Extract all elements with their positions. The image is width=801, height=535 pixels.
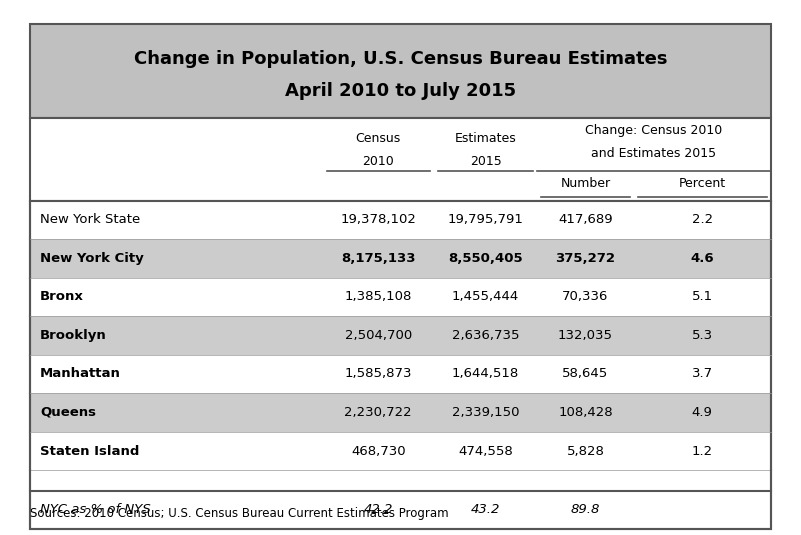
Text: 5,828: 5,828 bbox=[566, 445, 605, 457]
Text: 108,428: 108,428 bbox=[558, 406, 613, 419]
Text: New York State: New York State bbox=[40, 213, 140, 226]
Text: Estimates: Estimates bbox=[455, 132, 517, 145]
Text: Census: Census bbox=[356, 132, 401, 145]
Text: and Estimates 2015: and Estimates 2015 bbox=[591, 147, 717, 159]
Text: 42.2: 42.2 bbox=[364, 503, 393, 516]
Text: 2,636,735: 2,636,735 bbox=[452, 329, 519, 342]
Text: 89.8: 89.8 bbox=[571, 503, 600, 516]
Text: 2010: 2010 bbox=[362, 155, 394, 168]
Text: 474,558: 474,558 bbox=[458, 445, 513, 457]
Text: 43.2: 43.2 bbox=[471, 503, 501, 516]
Text: 375,272: 375,272 bbox=[556, 252, 615, 265]
Text: 2.2: 2.2 bbox=[691, 213, 713, 226]
Text: 2,504,700: 2,504,700 bbox=[344, 329, 412, 342]
Bar bbox=[30, 316, 771, 355]
Text: 5.1: 5.1 bbox=[691, 291, 713, 303]
Text: 4.6: 4.6 bbox=[690, 252, 714, 265]
Text: 19,378,102: 19,378,102 bbox=[340, 213, 417, 226]
Bar bbox=[30, 201, 771, 239]
Bar bbox=[30, 432, 771, 470]
Text: 1,644,518: 1,644,518 bbox=[452, 368, 519, 380]
Text: 3.7: 3.7 bbox=[691, 368, 713, 380]
Bar bbox=[30, 118, 771, 201]
Text: 58,645: 58,645 bbox=[562, 368, 609, 380]
Text: April 2010 to July 2015: April 2010 to July 2015 bbox=[285, 82, 516, 101]
Bar bbox=[30, 491, 771, 529]
Text: Queens: Queens bbox=[40, 406, 96, 419]
Text: Change in Population, U.S. Census Bureau Estimates: Change in Population, U.S. Census Bureau… bbox=[134, 50, 667, 68]
Text: 468,730: 468,730 bbox=[351, 445, 405, 457]
Text: Number: Number bbox=[561, 177, 610, 189]
Text: 5.3: 5.3 bbox=[691, 329, 713, 342]
Text: Bronx: Bronx bbox=[40, 291, 84, 303]
Bar bbox=[30, 201, 771, 529]
Text: Staten Island: Staten Island bbox=[40, 445, 139, 457]
Bar bbox=[30, 355, 771, 393]
Text: NYC as % of NYS: NYC as % of NYS bbox=[40, 503, 151, 516]
Bar bbox=[30, 278, 771, 316]
Text: 19,795,791: 19,795,791 bbox=[448, 213, 524, 226]
Text: 1.2: 1.2 bbox=[691, 445, 713, 457]
Text: Manhattan: Manhattan bbox=[40, 368, 121, 380]
Text: 70,336: 70,336 bbox=[562, 291, 609, 303]
Text: 2015: 2015 bbox=[469, 155, 501, 168]
Text: 2,339,150: 2,339,150 bbox=[452, 406, 519, 419]
Text: 2,230,722: 2,230,722 bbox=[344, 406, 412, 419]
Bar bbox=[30, 24, 771, 118]
Text: New York City: New York City bbox=[40, 252, 144, 265]
Text: 132,035: 132,035 bbox=[558, 329, 613, 342]
Text: 8,550,405: 8,550,405 bbox=[449, 252, 523, 265]
Text: Change: Census 2010: Change: Census 2010 bbox=[586, 124, 723, 137]
Bar bbox=[30, 239, 771, 278]
Text: Brooklyn: Brooklyn bbox=[40, 329, 107, 342]
Text: 4.9: 4.9 bbox=[691, 406, 713, 419]
Text: 1,585,873: 1,585,873 bbox=[344, 368, 412, 380]
Text: Sources: 2010 Census; U.S. Census Bureau Current Estimates Program: Sources: 2010 Census; U.S. Census Bureau… bbox=[30, 507, 449, 520]
Bar bbox=[30, 470, 771, 491]
Text: 417,689: 417,689 bbox=[558, 213, 613, 226]
Text: 1,385,108: 1,385,108 bbox=[344, 291, 412, 303]
Text: Percent: Percent bbox=[678, 177, 726, 189]
Text: 1,455,444: 1,455,444 bbox=[452, 291, 519, 303]
Text: 8,175,133: 8,175,133 bbox=[341, 252, 416, 265]
Bar bbox=[30, 393, 771, 432]
